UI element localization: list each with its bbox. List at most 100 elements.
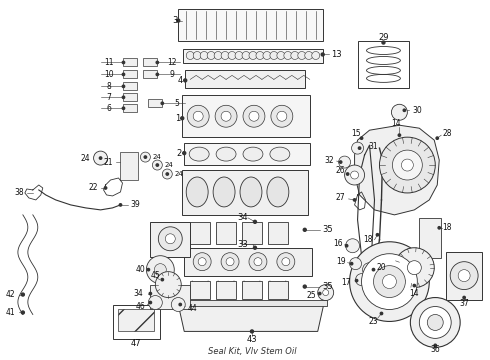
Ellipse shape — [270, 147, 290, 161]
Circle shape — [318, 292, 321, 295]
Text: 18: 18 — [363, 235, 372, 244]
Ellipse shape — [213, 177, 235, 207]
Bar — [178, 9, 323, 41]
Bar — [268, 222, 288, 244]
Circle shape — [438, 226, 441, 229]
Ellipse shape — [189, 147, 209, 161]
Circle shape — [147, 256, 174, 284]
Text: 23: 23 — [368, 317, 378, 326]
Circle shape — [394, 248, 434, 288]
Bar — [419, 218, 441, 258]
Circle shape — [221, 253, 239, 271]
Circle shape — [401, 159, 414, 171]
Circle shape — [363, 263, 376, 276]
Circle shape — [458, 270, 470, 282]
Circle shape — [350, 171, 359, 179]
Circle shape — [221, 111, 231, 121]
Bar — [185, 71, 305, 88]
Text: 7: 7 — [106, 93, 111, 102]
Circle shape — [383, 275, 396, 289]
Text: 26: 26 — [336, 166, 345, 175]
Bar — [358, 41, 409, 88]
Circle shape — [235, 51, 243, 59]
Circle shape — [318, 285, 334, 301]
Circle shape — [243, 105, 265, 127]
Bar — [182, 95, 310, 137]
Circle shape — [179, 303, 181, 306]
Circle shape — [339, 156, 350, 168]
Circle shape — [436, 137, 439, 139]
Circle shape — [345, 239, 360, 253]
Text: 38: 38 — [14, 188, 24, 197]
Circle shape — [355, 279, 358, 282]
Circle shape — [270, 51, 278, 59]
Circle shape — [419, 306, 451, 338]
Bar — [182, 170, 308, 215]
Circle shape — [214, 51, 222, 59]
Bar — [123, 58, 137, 67]
Circle shape — [282, 258, 290, 266]
Ellipse shape — [267, 177, 289, 207]
Bar — [216, 280, 236, 298]
Circle shape — [148, 296, 162, 310]
Circle shape — [392, 150, 422, 180]
Circle shape — [427, 315, 443, 330]
Circle shape — [221, 51, 229, 59]
Circle shape — [379, 137, 435, 193]
Text: 45: 45 — [150, 271, 160, 280]
Circle shape — [346, 173, 349, 175]
Circle shape — [353, 199, 356, 201]
Circle shape — [382, 41, 385, 44]
Circle shape — [193, 51, 201, 59]
Text: 12: 12 — [168, 58, 177, 67]
Circle shape — [162, 169, 172, 179]
Bar — [144, 71, 157, 78]
Circle shape — [122, 96, 124, 99]
Text: 1: 1 — [174, 114, 180, 123]
Circle shape — [277, 111, 287, 121]
Ellipse shape — [186, 177, 208, 207]
Bar — [123, 104, 137, 112]
Circle shape — [226, 258, 234, 266]
Circle shape — [350, 262, 353, 265]
Bar — [175, 300, 327, 306]
Circle shape — [305, 51, 313, 59]
Text: 32: 32 — [325, 156, 335, 165]
Circle shape — [271, 105, 293, 127]
Bar — [123, 82, 137, 90]
Circle shape — [149, 301, 151, 304]
Text: 15: 15 — [351, 129, 360, 138]
Circle shape — [253, 220, 256, 223]
Text: 40: 40 — [136, 265, 145, 274]
Circle shape — [250, 330, 253, 333]
Circle shape — [340, 161, 342, 163]
Bar — [113, 305, 160, 339]
Bar — [123, 93, 137, 101]
Circle shape — [298, 51, 306, 59]
Circle shape — [144, 156, 147, 158]
Circle shape — [99, 157, 102, 159]
Text: 5: 5 — [175, 99, 180, 108]
Circle shape — [122, 73, 124, 76]
Bar — [144, 58, 157, 67]
Circle shape — [450, 262, 478, 289]
Text: 47: 47 — [131, 339, 142, 348]
Ellipse shape — [216, 147, 236, 161]
Circle shape — [303, 285, 306, 288]
Bar — [148, 99, 162, 107]
Circle shape — [291, 51, 299, 59]
Circle shape — [187, 105, 209, 127]
Circle shape — [398, 134, 401, 136]
Circle shape — [284, 51, 292, 59]
Text: 13: 13 — [331, 50, 342, 59]
Text: 4: 4 — [178, 76, 183, 85]
Bar — [119, 310, 154, 332]
Circle shape — [277, 51, 285, 59]
Bar — [150, 222, 190, 257]
Bar — [121, 152, 138, 180]
Circle shape — [200, 51, 208, 59]
Bar — [190, 222, 210, 244]
Circle shape — [147, 269, 149, 271]
Circle shape — [321, 53, 324, 56]
Bar — [150, 285, 190, 310]
